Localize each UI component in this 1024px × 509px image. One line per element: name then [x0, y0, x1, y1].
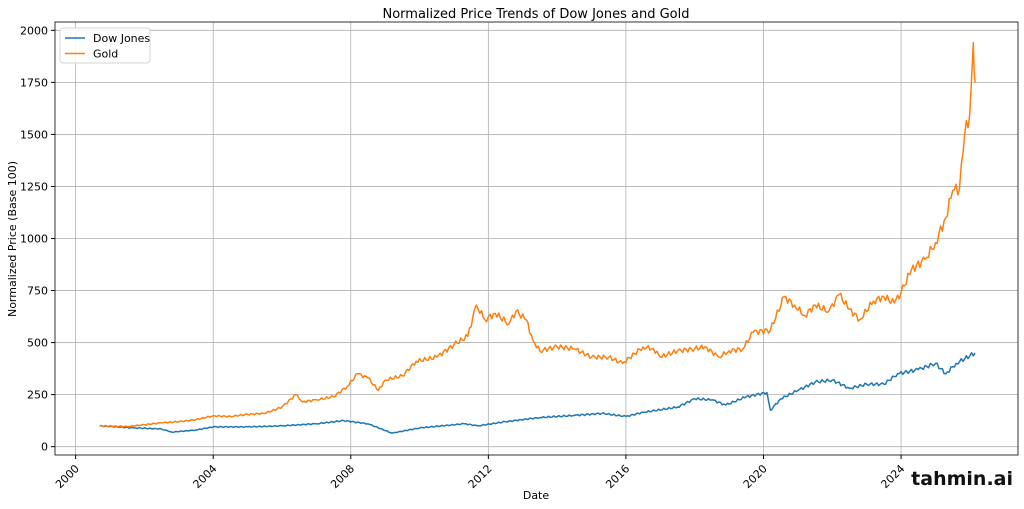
series-line-gold [99, 42, 976, 428]
series-line-dow-jones [99, 352, 976, 434]
y-tick-label: 500 [27, 337, 48, 350]
x-tick-label: 2016 [603, 462, 632, 491]
y-tick-label: 750 [27, 285, 48, 298]
y-axis-label: Normalized Price (Base 100) [6, 161, 19, 317]
y-tick-label: 2000 [20, 24, 48, 37]
x-axis-label: Date [523, 489, 550, 502]
legend-label: Gold [93, 48, 118, 61]
y-tick-label: 1250 [20, 180, 48, 193]
y-tick-label: 250 [27, 389, 48, 402]
y-tick-label: 1500 [20, 128, 48, 141]
y-tick-label: 0 [41, 441, 48, 454]
legend: Dow Jones Gold [59, 27, 151, 64]
x-axis-ticks: 2000 2004 2008 2012 2016 2020 2024 [53, 455, 907, 491]
grid-lines [55, 22, 1018, 455]
watermark: tahmin.ai [911, 468, 1013, 490]
series-lines [99, 42, 976, 434]
chart-title: Normalized Price Trends of Dow Jones and… [383, 7, 690, 22]
x-tick-label: 2000 [53, 462, 82, 491]
legend-label: Dow Jones [93, 32, 150, 45]
y-axis-ticks: 0 250 500 750 1000 1250 1500 1750 2000 [20, 24, 55, 454]
x-tick-label: 2024 [878, 462, 907, 491]
x-tick-label: 2004 [191, 462, 220, 491]
x-tick-label: 2012 [466, 462, 495, 491]
y-tick-label: 1750 [20, 76, 48, 89]
x-tick-label: 2008 [328, 462, 357, 491]
y-tick-label: 1000 [20, 233, 48, 246]
x-tick-label: 2020 [741, 462, 770, 491]
